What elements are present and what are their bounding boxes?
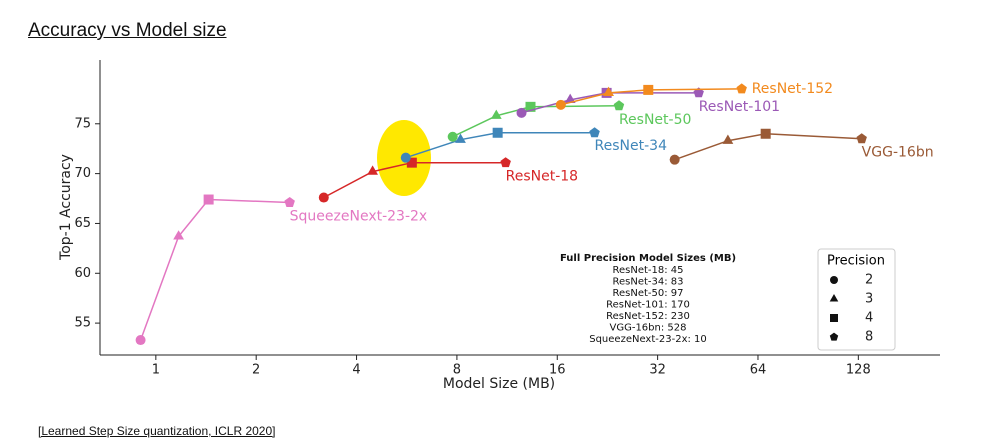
marker-circle [669,154,680,165]
marker-square [406,157,417,168]
x-axis-label: Model Size (MB) [443,376,555,392]
footer: [Learned Step Size quantization, ICLR 20… [38,424,276,438]
marker-square [525,101,536,112]
y-axis-label: Top-1 Accuracy [58,154,74,261]
x-tick-label: 4 [352,363,360,378]
marker-circle [318,192,329,203]
series-line [405,132,595,159]
marker-square [492,127,503,138]
marker-circle [447,131,458,142]
marker-pentagon [829,332,839,341]
marker-triangle [173,230,184,240]
legend-entry: 8 [865,330,873,345]
series-label: ResNet-50 [619,112,691,128]
x-tick-label: 32 [649,363,666,378]
marker-square [830,314,838,322]
marker-circle [135,335,146,346]
x-tick-label: 128 [846,363,871,378]
y-tick-label: 65 [74,216,91,231]
series-line [452,105,620,138]
legend-entry: 3 [865,292,873,307]
x-tick-label: 2 [252,363,260,378]
marker-circle [830,276,838,284]
annotation-line: ResNet-34: 83 [612,277,683,288]
x-tick-label: 64 [750,363,767,378]
marker-triangle [367,165,378,175]
marker-triangle [564,93,576,103]
series-label: ResNet-152 [752,81,833,97]
series-line [560,88,742,106]
marker-square [203,194,214,205]
legend-entry: 2 [865,273,873,288]
marker-pentagon [589,127,600,138]
annotation-line: ResNet-101: 170 [606,300,690,311]
marker-square [760,128,771,139]
x-tick-label: 1 [152,363,160,378]
annotation-title: Full Precision Model Sizes (MB) [560,253,736,264]
marker-triangle [603,86,614,96]
marker-triangle [455,133,466,143]
y-tick-label: 70 [74,166,91,181]
chart-title: Accuracy vs Model size [28,20,227,41]
chart: Model Size (MB) Top-1 Accuracy Precision… [58,60,940,392]
marker-triangle [829,294,839,302]
marker-circle [400,152,411,163]
annotation-line: ResNet-50: 97 [612,288,683,299]
marker-triangle [722,134,734,144]
x-tick-label: 8 [453,363,461,378]
annotation-line: ResNet-18: 45 [612,265,683,276]
series-label: VGG-16bn [862,145,934,161]
series-line [323,161,506,199]
annotation-line: SqueezeNext-23-2x: 10 [589,334,707,345]
series-label: SqueezeNext-23-2x [290,209,428,225]
legend-box [817,248,896,351]
marker-triangle [490,109,502,119]
marker-pentagon [500,157,511,168]
series-label: ResNet-34 [595,138,668,154]
marker-circle [516,107,527,118]
marker-pentagon [736,83,747,94]
marker-circle [555,99,566,110]
y-tick-label: 60 [74,266,91,281]
annotation-line: ResNet-152: 230 [606,311,690,322]
marker-pentagon [613,100,625,111]
x-tick-label: 16 [549,363,566,378]
marker-square [643,84,654,95]
annotation-line: VGG-16bn: 528 [610,323,687,334]
y-tick-label: 55 [74,316,91,331]
legend-entry: 4 [865,311,873,326]
series-line [139,198,290,341]
series-label: ResNet-101 [699,99,780,115]
series-label: ResNet-18 [506,169,578,185]
y-tick-label: 75 [74,116,91,131]
marker-pentagon [856,133,867,144]
legend-title: Precision [827,254,885,269]
marker-pentagon [284,197,295,207]
series-line [674,133,862,161]
